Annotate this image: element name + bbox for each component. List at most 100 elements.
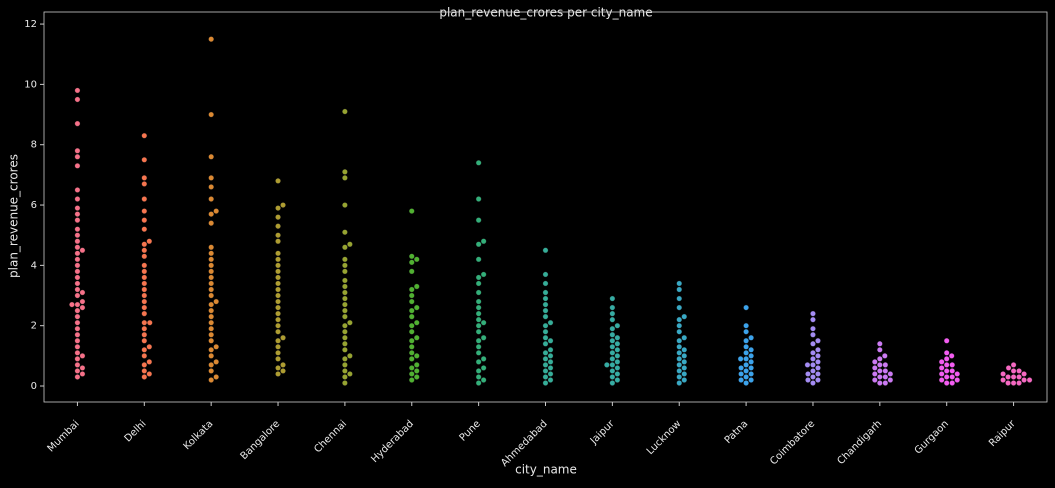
point [1000, 377, 1006, 383]
point [748, 371, 754, 377]
point [208, 250, 214, 257]
point [614, 347, 621, 353]
point [943, 374, 950, 380]
point [275, 322, 281, 329]
point [480, 271, 487, 278]
point [275, 344, 281, 350]
point [342, 328, 348, 335]
point [949, 380, 955, 386]
point [743, 380, 749, 386]
point [542, 341, 549, 347]
point [542, 356, 549, 362]
point [877, 347, 883, 353]
point [275, 316, 281, 323]
point [141, 208, 148, 214]
point [275, 268, 281, 275]
point [676, 368, 682, 374]
point [414, 256, 420, 263]
point [547, 319, 554, 326]
point [208, 268, 214, 275]
point [275, 214, 281, 220]
point [743, 374, 749, 380]
point [208, 274, 214, 281]
point [1026, 377, 1033, 383]
point [74, 374, 81, 380]
point [542, 289, 549, 296]
point [882, 380, 889, 386]
point [141, 304, 148, 311]
point [141, 196, 148, 202]
point [604, 362, 610, 368]
point [74, 274, 81, 281]
point [342, 169, 348, 175]
point [943, 368, 950, 374]
point [275, 298, 281, 305]
point [609, 325, 616, 332]
point [480, 365, 487, 371]
point [872, 377, 878, 383]
point [480, 335, 487, 341]
point [1016, 368, 1022, 374]
point [609, 350, 616, 356]
point [810, 341, 816, 347]
point [74, 232, 81, 238]
point [547, 338, 554, 344]
point [208, 377, 214, 383]
point [208, 338, 214, 344]
point [146, 238, 153, 244]
y-tick-label: 4 [31, 260, 37, 271]
point [614, 322, 621, 329]
point [275, 238, 281, 244]
chart-title: plan_revenue_crores per city_name [439, 6, 652, 20]
point [342, 335, 348, 341]
point [737, 356, 744, 362]
point [542, 247, 549, 254]
point [815, 371, 821, 377]
point [609, 374, 616, 380]
point [547, 377, 554, 383]
point [681, 353, 687, 359]
point [208, 325, 214, 332]
point [146, 359, 153, 365]
point [141, 181, 148, 187]
point [74, 356, 81, 362]
point [743, 304, 749, 311]
point [342, 289, 348, 296]
point [141, 331, 148, 338]
point [208, 184, 214, 190]
point [74, 268, 81, 275]
point [938, 365, 945, 371]
point [810, 310, 816, 317]
point [475, 368, 482, 374]
point [208, 286, 214, 293]
point [815, 338, 821, 344]
point [609, 362, 616, 368]
point [743, 344, 749, 350]
point [275, 232, 281, 238]
point [676, 316, 682, 323]
point [738, 365, 744, 371]
point [342, 356, 348, 362]
point [347, 319, 353, 326]
point [1005, 380, 1011, 386]
point [475, 280, 482, 287]
y-tick-label: 2 [31, 321, 37, 332]
point [681, 377, 687, 383]
point [141, 274, 148, 281]
point [1010, 362, 1017, 368]
point [342, 374, 348, 380]
point [409, 259, 415, 266]
point [409, 371, 415, 377]
point [79, 304, 86, 311]
point [409, 286, 415, 293]
point [342, 256, 348, 263]
point [810, 331, 816, 338]
point [275, 262, 281, 269]
point [74, 325, 81, 332]
point [414, 283, 420, 290]
point [74, 205, 81, 211]
point [342, 229, 348, 235]
point [475, 316, 482, 323]
